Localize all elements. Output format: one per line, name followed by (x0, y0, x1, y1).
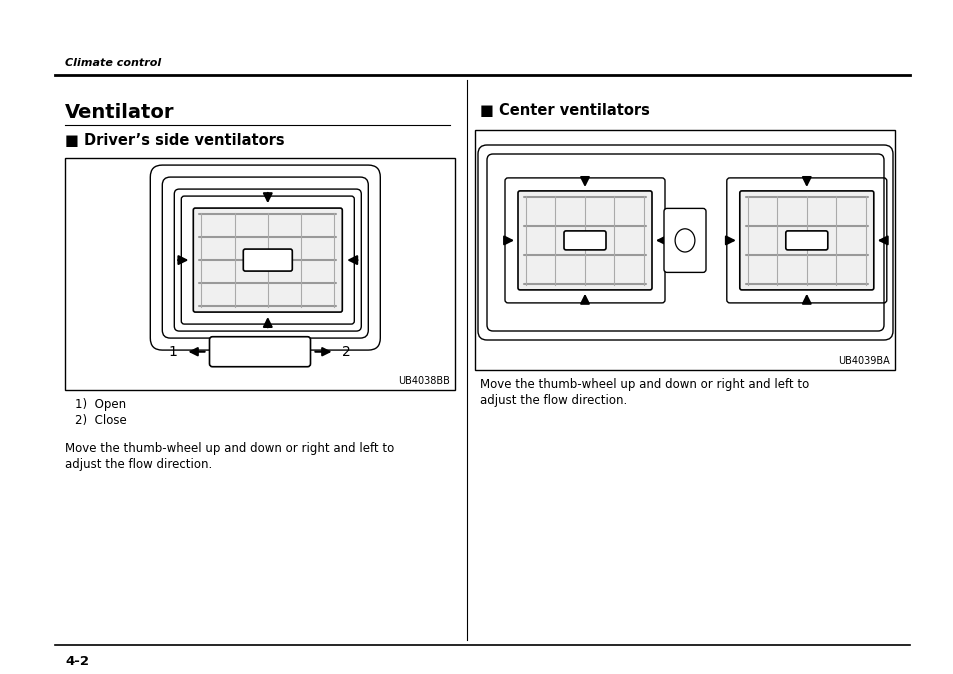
Text: Move the thumb-wheel up and down or right and left to: Move the thumb-wheel up and down or righ… (65, 442, 394, 455)
Text: 4-2: 4-2 (65, 655, 89, 668)
FancyBboxPatch shape (739, 191, 873, 290)
Text: adjust the flow direction.: adjust the flow direction. (479, 394, 626, 407)
Text: adjust the flow direction.: adjust the flow direction. (65, 458, 212, 471)
Ellipse shape (675, 228, 694, 252)
Text: 1: 1 (169, 344, 177, 359)
Text: Ventilator: Ventilator (65, 103, 174, 122)
Text: ■ Driver’s side ventilators: ■ Driver’s side ventilators (65, 133, 284, 148)
Text: UB4039BA: UB4039BA (838, 356, 889, 366)
Text: Climate control: Climate control (65, 58, 161, 68)
FancyBboxPatch shape (193, 208, 342, 312)
Text: 1)  Open: 1) Open (75, 398, 126, 411)
FancyBboxPatch shape (243, 249, 292, 271)
Bar (65, 158, 455, 390)
FancyBboxPatch shape (517, 191, 651, 290)
FancyBboxPatch shape (785, 231, 827, 250)
Text: ■ Center ventilators: ■ Center ventilators (479, 103, 649, 118)
FancyBboxPatch shape (563, 231, 605, 250)
FancyBboxPatch shape (663, 208, 705, 272)
Bar (475, 130, 894, 370)
Text: Move the thumb-wheel up and down or right and left to: Move the thumb-wheel up and down or righ… (479, 378, 808, 391)
Text: 2)  Close: 2) Close (75, 414, 127, 427)
Text: UB4038BB: UB4038BB (397, 376, 450, 386)
Text: 2: 2 (342, 344, 351, 359)
FancyBboxPatch shape (210, 337, 310, 367)
